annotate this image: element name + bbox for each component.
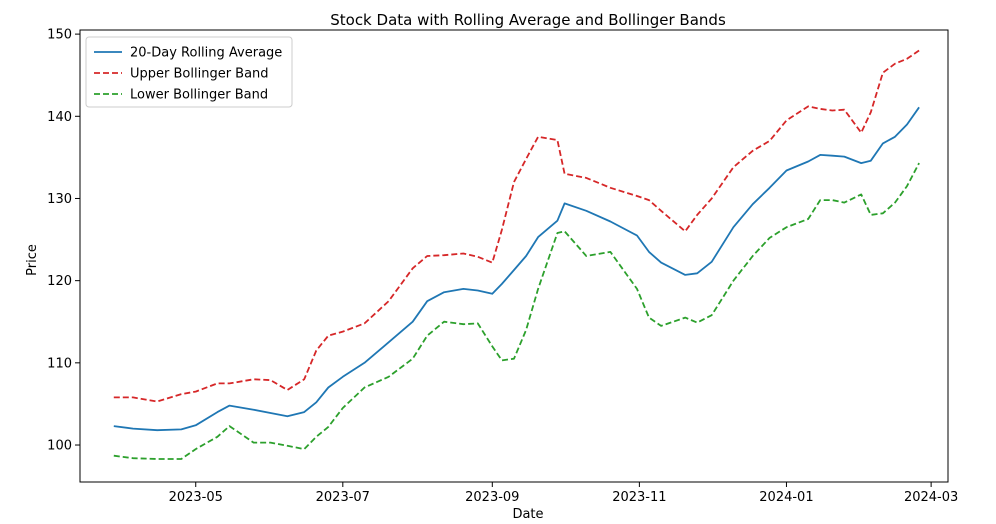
series-line-0	[113, 106, 920, 432]
y-tick-label: 120	[47, 274, 72, 289]
x-axis-ticks: 2023-05 2023-07 2023-09 2023-11 2024-01 2024-…	[169, 482, 958, 505]
x-axis-label: Date	[512, 507, 543, 522]
series-line-2	[113, 162, 920, 460]
legend-box	[85, 36, 293, 108]
legend-label-1: Upper Bollinger Band	[130, 67, 269, 82]
legend-label-0: 20-Day Rolling Average	[130, 46, 282, 61]
x-tick-label: 2024-01	[759, 490, 813, 505]
x-tick-label: 2023-07	[316, 490, 370, 505]
legend: 20-Day Rolling Average Upper Bollinger Ba…	[85, 36, 293, 108]
x-tick-label: 2023-09	[465, 490, 519, 505]
x-tick-label: 2024-03	[904, 490, 958, 505]
y-tick-label: 100	[47, 439, 72, 454]
x-tick-label: 2023-05	[169, 490, 223, 505]
y-tick-label: 110	[47, 356, 72, 371]
legend-label-2: Lower Bollinger Band	[130, 88, 268, 103]
y-tick-label: 150	[47, 28, 72, 43]
x-tick-label: 2023-11	[612, 490, 666, 505]
y-axis-ticks: 100 110 120 130 140 150	[47, 28, 80, 454]
series-layer	[113, 49, 920, 460]
y-axis-label: Price	[25, 244, 40, 276]
plot-frame	[79, 29, 949, 483]
series-line-1	[113, 49, 920, 403]
chart-title: Stock Data with Rolling Average and Boll…	[330, 11, 726, 29]
y-tick-label: 140	[47, 110, 72, 125]
y-tick-label: 130	[47, 192, 72, 207]
